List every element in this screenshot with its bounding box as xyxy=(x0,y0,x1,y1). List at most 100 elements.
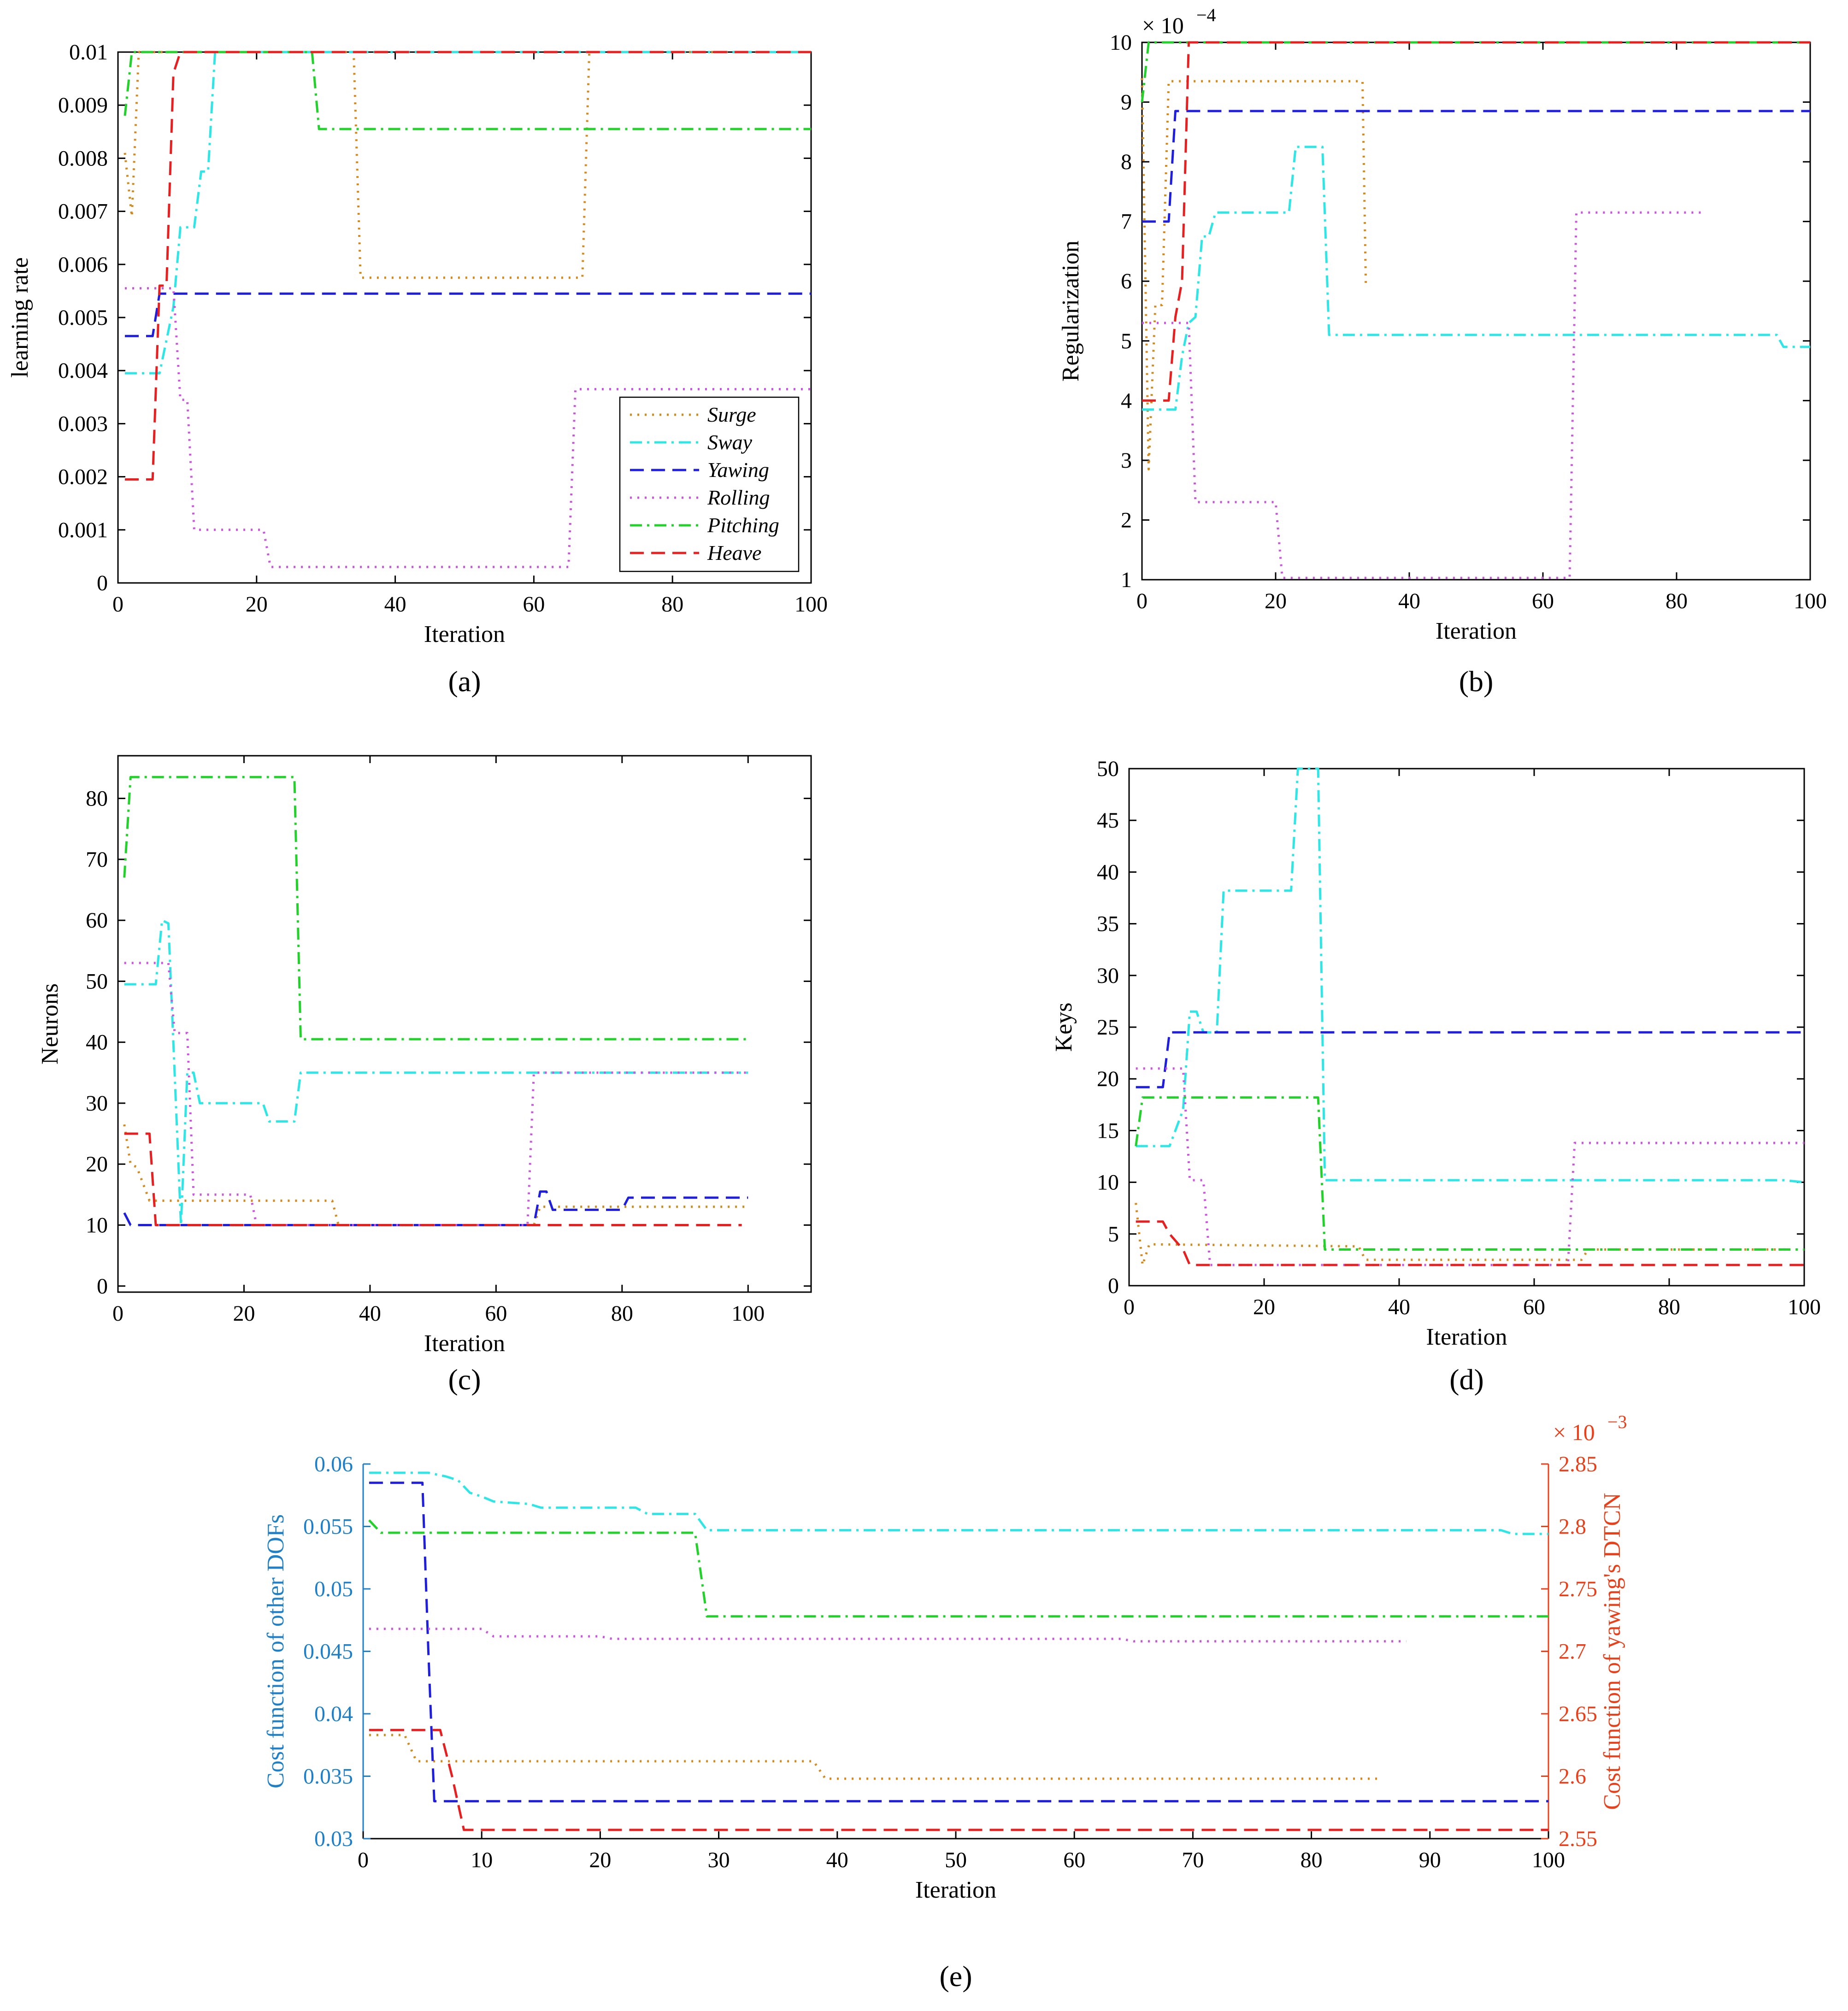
y-tick-label: 40 xyxy=(1097,860,1119,884)
y-axis-label: Keys xyxy=(1051,1003,1077,1052)
series-line-heave xyxy=(1136,1220,1804,1266)
x-tick-label: 0 xyxy=(358,1848,369,1872)
y-tick-label: 40 xyxy=(86,1030,108,1055)
y-right-tick-label: 2.6 xyxy=(1559,1764,1586,1789)
series-line-pitching xyxy=(123,776,748,1041)
y-tick-label: 0.035 xyxy=(303,1764,353,1789)
y-tick-label: 30 xyxy=(86,1091,108,1116)
x-tick-label: 40 xyxy=(1398,589,1420,613)
y-tick-label: 10 xyxy=(86,1213,108,1238)
y-tick-label: 0.003 xyxy=(58,412,108,436)
plot-frame xyxy=(117,755,812,1293)
y-tick-label: 0.002 xyxy=(58,465,108,489)
y-right-tick-label: 2.85 xyxy=(1559,1452,1597,1476)
series-line-rolling xyxy=(369,1628,1407,1643)
exponent-power: −4 xyxy=(1196,5,1216,25)
series-line-sway xyxy=(125,51,811,375)
legend-label: Yawing xyxy=(707,458,769,482)
y-tick-label: 0.03 xyxy=(314,1827,353,1851)
y-tick-label: 0.055 xyxy=(303,1515,353,1539)
y-tick-label: 15 xyxy=(1097,1118,1119,1143)
x-tick-label: 80 xyxy=(661,592,683,617)
series-line-pitching xyxy=(124,51,811,130)
y-tick-label: 0.004 xyxy=(58,359,108,383)
y-right-tick-label: 2.8 xyxy=(1559,1515,1586,1539)
legend-box xyxy=(619,396,800,572)
series-line-heave xyxy=(124,1132,742,1226)
y-tick-label: 50 xyxy=(1097,757,1119,781)
y-tick-label: 7 xyxy=(1121,210,1132,234)
y-axis-label: learning rate xyxy=(7,257,33,377)
x-tick-label: 20 xyxy=(233,1301,255,1326)
y-right-tick-label: 2.55 xyxy=(1559,1827,1597,1851)
series-line-rolling xyxy=(125,287,811,568)
y-tick-label: 0.009 xyxy=(58,93,108,118)
x-tick-label: 20 xyxy=(246,592,268,617)
x-tick-label: 40 xyxy=(384,592,406,617)
exponent-label: × 10 xyxy=(1142,12,1184,38)
chart-panel-2: 0 20 40 60 80 100 0 10 20 30 40 50 60 70 80 Iteration Ne… xyxy=(37,755,812,1396)
y-tick-label: 80 xyxy=(86,787,108,811)
y-right-tick-label: 2.75 xyxy=(1559,1577,1597,1601)
y-tick-label: 0.06 xyxy=(314,1452,353,1476)
y-tick-label: 25 xyxy=(1097,1015,1119,1040)
x-tick-label: 60 xyxy=(523,592,545,617)
y-tick-label: 0.008 xyxy=(58,146,108,171)
series-line-heave xyxy=(125,51,811,481)
series-line-yawing xyxy=(1136,1031,1804,1088)
y-tick-label: 5 xyxy=(1108,1222,1119,1247)
x-axis-label: Iteration xyxy=(1426,1324,1507,1350)
y-tick-label: 0.006 xyxy=(58,253,108,277)
x-tick-label: 60 xyxy=(1532,589,1554,613)
panel-label: (d) xyxy=(1449,1363,1484,1396)
plot-frame xyxy=(1128,768,1805,1287)
x-axis-label: Iteration xyxy=(424,621,505,647)
series-line-rolling xyxy=(1142,211,1703,579)
x-tick-label: 20 xyxy=(1265,589,1287,613)
x-axis-label: Iteration xyxy=(1436,618,1517,644)
x-tick-label: 100 xyxy=(731,1301,765,1326)
x-tick-label: 20 xyxy=(1253,1295,1275,1319)
x-tick-label: 50 xyxy=(945,1848,967,1872)
x-tick-label: 0 xyxy=(1136,589,1148,613)
chart-panel-0: 0 20 40 60 80 100 0 0.001 0.002 0.003 0.004 0.005 0.… xyxy=(7,40,828,698)
y-tick-label: 0 xyxy=(97,1274,108,1299)
series-line-heave xyxy=(369,1729,1548,1831)
y-right-axis-label: Cost function of yawing's DTCN xyxy=(1599,1493,1625,1810)
y-tick-label: 0 xyxy=(1108,1274,1119,1298)
x-tick-label: 100 xyxy=(1794,589,1827,613)
panel-label: (b) xyxy=(1459,665,1494,698)
y-tick-label: 0 xyxy=(97,571,108,595)
series-line-surge xyxy=(1141,78,1367,470)
y-tick-label: 0.007 xyxy=(58,200,108,224)
x-tick-label: 0 xyxy=(1124,1295,1135,1319)
exponent-label-right: × 10 xyxy=(1553,1419,1595,1445)
y-tick-label: 1 xyxy=(1121,568,1132,592)
exponent-power-right: −3 xyxy=(1607,1411,1627,1432)
x-tick-label: 10 xyxy=(471,1848,493,1872)
y-right-tick-label: 2.65 xyxy=(1559,1702,1597,1726)
x-tick-label: 60 xyxy=(1523,1295,1545,1319)
series-line-yawing xyxy=(125,292,811,337)
series-line-sway xyxy=(1136,767,1805,1184)
x-tick-label: 0 xyxy=(112,1301,124,1326)
y-tick-label: 8 xyxy=(1121,150,1132,174)
y-tick-label: 0.005 xyxy=(58,306,108,330)
y-tick-label: 9 xyxy=(1121,90,1132,115)
series-line-surge xyxy=(369,1734,1383,1780)
y-tick-label: 20 xyxy=(1097,1067,1119,1091)
y-tick-label: 70 xyxy=(86,847,108,872)
x-tick-label: 40 xyxy=(1388,1295,1410,1319)
x-axis-label: Iteration xyxy=(915,1877,996,1903)
series-line-yawing xyxy=(123,1190,748,1226)
y-axis-label: Regularization xyxy=(1058,241,1084,382)
y-tick-label: 5 xyxy=(1121,329,1132,353)
x-tick-label: 100 xyxy=(1788,1295,1821,1319)
x-tick-label: 100 xyxy=(795,592,828,617)
legend-label: Surge xyxy=(707,403,756,426)
series-line-sway xyxy=(369,1471,1548,1535)
x-tick-label: 80 xyxy=(1666,589,1688,613)
legend: Surge Sway Yawing Rolling Pitching Heave xyxy=(619,396,800,572)
y-right-tick-label: 2.7 xyxy=(1559,1640,1586,1664)
x-tick-label: 100 xyxy=(1532,1848,1565,1872)
